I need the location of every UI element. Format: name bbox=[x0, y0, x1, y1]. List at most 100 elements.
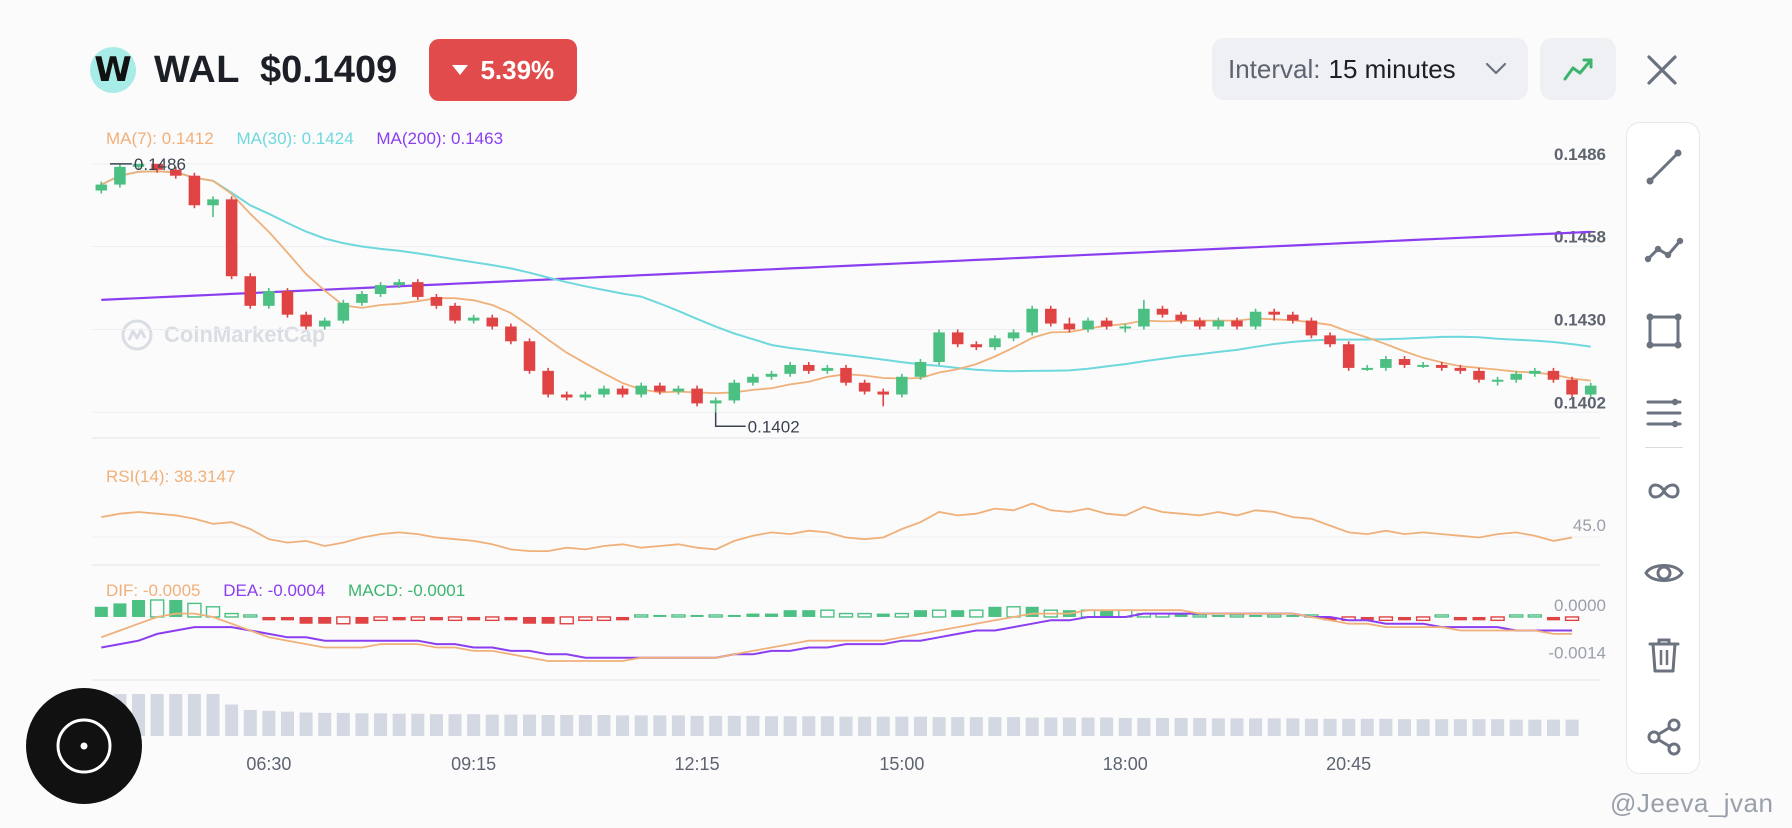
candle-body bbox=[1417, 364, 1429, 367]
macd-histogram-bar bbox=[913, 610, 927, 617]
macd-histogram-bar bbox=[633, 614, 649, 618]
high-price-label: 0.1486 bbox=[134, 155, 186, 174]
candle-body bbox=[560, 394, 573, 398]
coin-logo-letter: W bbox=[94, 50, 132, 90]
macd-histogram-bar bbox=[746, 613, 760, 617]
ticker-header: W WAL $0.1409 5.39% bbox=[90, 38, 578, 102]
volume-bar bbox=[1249, 718, 1263, 736]
interval-value: 15 minutes bbox=[1328, 53, 1456, 84]
time-axis-label: 06:30 bbox=[246, 754, 291, 774]
volume-bar bbox=[1193, 717, 1207, 736]
candle-body bbox=[207, 199, 219, 206]
macd-histogram-bar bbox=[392, 616, 406, 621]
volume-bar bbox=[1230, 718, 1244, 736]
trash-icon bbox=[1648, 638, 1680, 673]
volume-bar bbox=[1491, 719, 1505, 736]
floating-action-button[interactable] bbox=[26, 688, 142, 804]
polyline-tool[interactable] bbox=[1640, 225, 1688, 273]
magnet-mode-tool[interactable] bbox=[1640, 467, 1688, 515]
candle-body bbox=[356, 293, 368, 303]
parallel-lines-tool[interactable] bbox=[1640, 389, 1688, 437]
macd-histogram-bar bbox=[1360, 616, 1374, 621]
volume-bar bbox=[429, 714, 443, 736]
candle-body bbox=[170, 169, 182, 176]
macd-histogram-bar bbox=[857, 612, 872, 618]
volume-bar bbox=[616, 715, 630, 736]
macd-histogram-bar bbox=[205, 606, 221, 618]
macd-histogram-bar bbox=[820, 609, 835, 618]
candle-body bbox=[616, 388, 629, 395]
macd-histogram-bar bbox=[931, 609, 947, 618]
macd-histogram-bar bbox=[596, 616, 612, 622]
volume-bar bbox=[1565, 719, 1579, 736]
candle-body bbox=[1435, 364, 1448, 368]
macd-histogram-bar bbox=[132, 600, 146, 617]
caret-down-icon bbox=[452, 65, 469, 75]
macd-histogram-bar bbox=[149, 599, 165, 618]
volume-bar bbox=[1509, 719, 1523, 736]
volume-bar bbox=[411, 713, 425, 736]
macd-histogram-bar bbox=[169, 600, 183, 617]
volume-bar bbox=[467, 714, 481, 736]
close-icon bbox=[1647, 55, 1677, 85]
macd-histogram-bar bbox=[1378, 616, 1394, 622]
volume-bar bbox=[262, 710, 276, 736]
chevron-down-icon bbox=[1485, 62, 1507, 75]
interval-select[interactable]: Interval: 15 minutes bbox=[1212, 38, 1528, 100]
delete-drawings-tool[interactable] bbox=[1640, 631, 1688, 679]
rectangle-tool[interactable] bbox=[1640, 307, 1688, 355]
candle-body bbox=[263, 291, 275, 306]
indicator-toggle-button[interactable] bbox=[1540, 38, 1616, 100]
volume-bar bbox=[1081, 717, 1095, 736]
candle-body bbox=[1510, 373, 1522, 380]
macd-histogram-bar bbox=[113, 603, 127, 617]
ma-legend: MA(7): 0.1412 MA(30): 0.1424 MA(200): 0.… bbox=[106, 129, 521, 149]
macd-histogram-bar bbox=[224, 612, 239, 618]
macd-histogram-bar bbox=[94, 606, 108, 617]
volume-bar bbox=[169, 694, 183, 736]
volume-bar bbox=[392, 713, 406, 736]
macd-legend: DIF: -0.0005 DEA: -0.0004 MACD: -0.0001 bbox=[106, 581, 483, 601]
volume-bar bbox=[1323, 718, 1337, 736]
drawing-toolbar bbox=[1626, 122, 1700, 774]
candle-body bbox=[1361, 367, 1374, 370]
volume-bar bbox=[727, 715, 741, 736]
macd-histogram-bar bbox=[447, 616, 463, 622]
watermark-text: CoinMarketCap bbox=[164, 322, 326, 347]
macd-histogram-bar bbox=[1546, 616, 1560, 621]
rsi-axis-label: 45.0 bbox=[1573, 516, 1606, 535]
macd-histogram-bar bbox=[262, 616, 276, 621]
rsi-legend: RSI(14): 38.3147 bbox=[106, 467, 253, 487]
parallel-lines-icon bbox=[1646, 398, 1682, 428]
macd-histogram-bar bbox=[318, 616, 332, 624]
macd-histogram-bar bbox=[373, 616, 388, 622]
candle-body bbox=[132, 163, 145, 167]
volume-bar bbox=[522, 714, 537, 736]
candle-body bbox=[858, 382, 871, 392]
candle-body bbox=[1175, 314, 1187, 321]
macd-axis-label: 0.0000 bbox=[1554, 596, 1606, 615]
visibility-tool[interactable] bbox=[1640, 549, 1688, 597]
volume-bar bbox=[876, 716, 890, 736]
candle-body bbox=[1342, 344, 1355, 368]
close-button[interactable] bbox=[1640, 48, 1684, 92]
low-price-label: 0.1402 bbox=[748, 417, 800, 436]
volume-bar bbox=[820, 716, 834, 736]
volume-bar bbox=[448, 714, 462, 736]
candle-body bbox=[393, 282, 405, 286]
candle-body bbox=[691, 388, 703, 404]
macd-histogram-bar bbox=[299, 616, 313, 624]
share-tool[interactable] bbox=[1640, 713, 1688, 761]
trend-line-icon bbox=[1646, 149, 1682, 185]
coin-price: $0.1409 bbox=[259, 48, 398, 91]
candle-body bbox=[1063, 323, 1076, 330]
macd-histogram-bar bbox=[504, 616, 518, 621]
volume-bar bbox=[225, 704, 239, 736]
candle-body bbox=[709, 400, 722, 404]
trend-line-tool[interactable] bbox=[1640, 143, 1688, 191]
dea-legend: DEA: -0.0004 bbox=[223, 581, 326, 600]
macd-histogram-bar bbox=[485, 616, 500, 622]
volume-bar bbox=[541, 715, 555, 736]
